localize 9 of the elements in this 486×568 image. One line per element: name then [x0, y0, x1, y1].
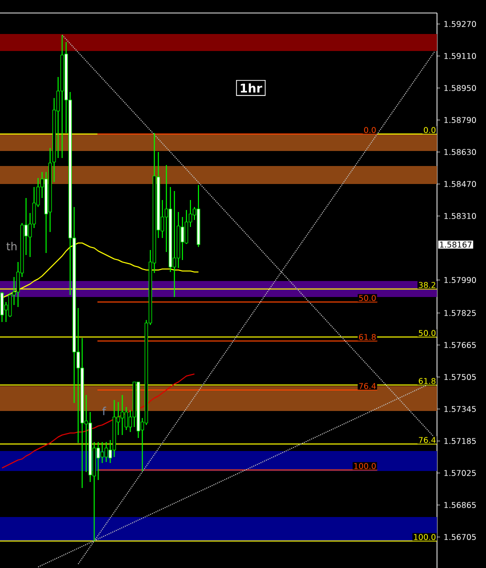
candlestick [172, 190, 176, 298]
candlestick [104, 442, 108, 462]
candlestick [96, 442, 100, 480]
candlestick [0, 291, 4, 322]
candlestick [180, 216, 184, 260]
candlestick [100, 442, 104, 464]
candlestick [120, 394, 124, 436]
annotation: th [6, 242, 16, 250]
annotation: 1hr [240, 83, 262, 92]
